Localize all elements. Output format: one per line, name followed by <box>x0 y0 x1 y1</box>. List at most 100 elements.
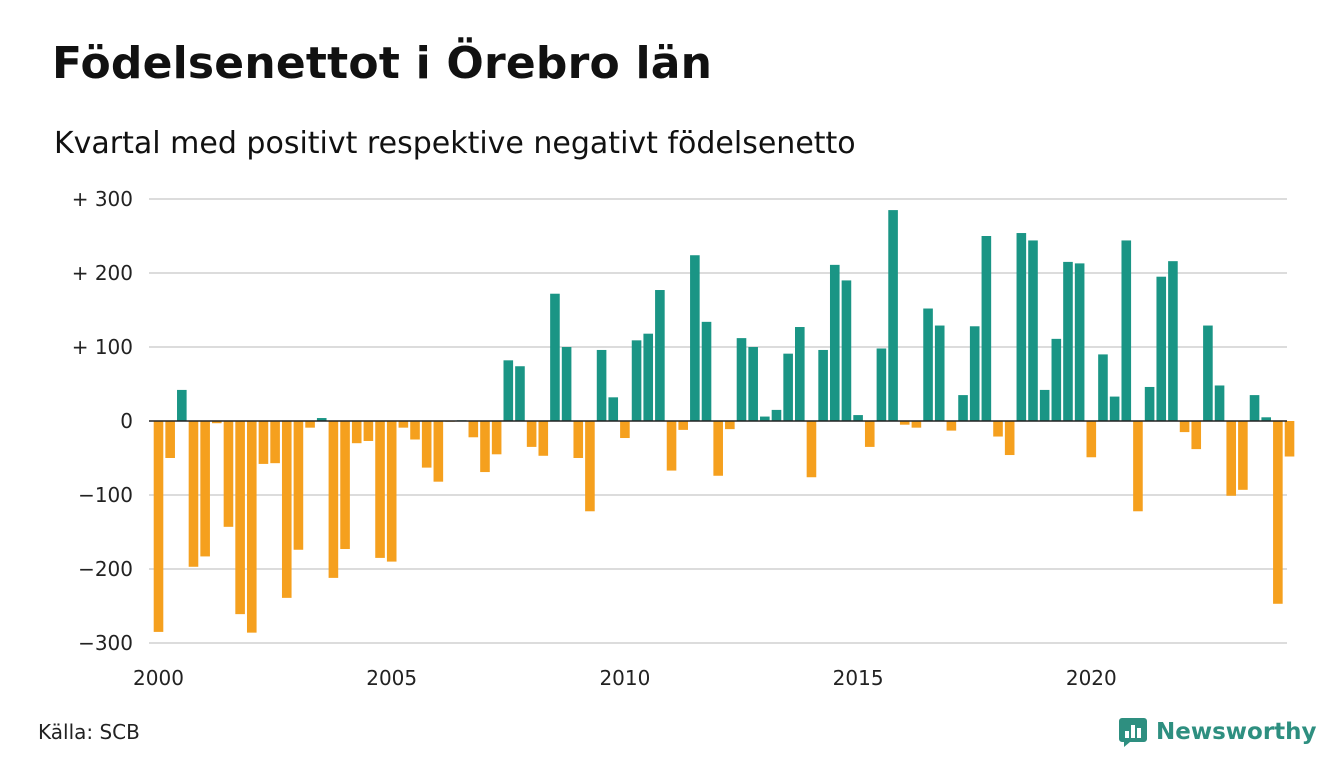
x-tick-label: 2010 <box>599 666 650 690</box>
bar <box>608 397 619 421</box>
bar <box>725 421 735 430</box>
bar <box>270 421 280 464</box>
source-note: Källa: SCB <box>38 720 140 744</box>
bar <box>235 421 245 615</box>
y-tick-label: −300 <box>78 631 133 655</box>
bar <box>363 421 374 441</box>
bar <box>864 421 875 447</box>
x-tick-label: 2000 <box>133 666 184 690</box>
bar <box>771 409 782 421</box>
bar <box>223 421 234 527</box>
bar <box>958 395 968 421</box>
bar <box>316 418 327 421</box>
bar <box>1098 354 1108 421</box>
bar <box>503 360 514 421</box>
bar <box>1179 421 1190 433</box>
bar <box>981 236 992 421</box>
bar <box>375 421 385 558</box>
bar <box>398 421 409 428</box>
bar <box>760 416 770 421</box>
bar <box>1284 421 1295 457</box>
bar <box>829 264 840 421</box>
bar <box>468 421 479 438</box>
chart-subtitle: Kvartal med positivt respektive negativt… <box>54 126 856 161</box>
bar <box>1261 417 1271 421</box>
bar <box>1004 421 1015 456</box>
y-tick-label: −100 <box>78 483 133 507</box>
bar <box>550 293 560 421</box>
bar <box>596 349 607 421</box>
bar <box>1028 240 1038 421</box>
bar <box>1191 421 1202 450</box>
bar <box>153 421 164 632</box>
bar <box>1156 276 1167 421</box>
bar <box>748 347 758 421</box>
bar <box>351 421 362 444</box>
bar <box>993 421 1003 437</box>
bar <box>1109 396 1120 421</box>
x-tick-label: 2005 <box>366 666 417 690</box>
bar <box>841 280 852 421</box>
bar <box>188 421 199 567</box>
bar <box>620 421 630 439</box>
bar <box>678 421 688 430</box>
brand-name: Newsworthy <box>1156 719 1317 745</box>
bar <box>258 421 269 464</box>
bar <box>783 353 793 421</box>
bar <box>1039 389 1050 421</box>
bar <box>1226 421 1237 496</box>
bar <box>293 421 304 550</box>
bar <box>1051 338 1062 421</box>
bar <box>200 421 210 557</box>
bar <box>911 421 922 428</box>
bar <box>585 421 595 512</box>
bar <box>655 290 665 421</box>
bar <box>1273 421 1283 604</box>
bar <box>1063 261 1073 421</box>
bar <box>795 327 805 421</box>
bar <box>526 421 537 447</box>
bar <box>969 326 980 421</box>
bar <box>643 333 654 421</box>
bar <box>713 421 723 476</box>
y-tick-label: + 300 <box>72 187 133 211</box>
bar <box>1214 385 1225 421</box>
bar <box>1016 233 1027 421</box>
bar <box>1168 261 1178 421</box>
x-tick-label: 2020 <box>1066 666 1117 690</box>
bar <box>177 389 187 421</box>
bar <box>410 421 420 440</box>
bar <box>573 421 584 458</box>
bar <box>421 421 432 468</box>
bar <box>806 421 817 478</box>
bar <box>561 347 572 421</box>
y-tick-label: + 100 <box>72 335 133 359</box>
bar <box>631 340 642 421</box>
bar <box>1238 421 1248 490</box>
bar <box>340 421 350 550</box>
bar <box>1121 240 1132 421</box>
bar <box>515 366 525 421</box>
bar <box>1133 421 1143 512</box>
bar <box>876 348 887 421</box>
bar <box>538 421 549 456</box>
bar <box>888 210 898 421</box>
bar <box>491 421 502 455</box>
gridlines <box>149 198 1287 644</box>
bar <box>165 421 175 458</box>
newsworthy-logo-icon <box>1119 718 1147 747</box>
bar <box>246 421 257 633</box>
bar <box>923 308 933 421</box>
bar <box>480 421 490 473</box>
bar <box>946 421 957 431</box>
bar <box>386 421 397 562</box>
bar <box>899 421 910 425</box>
bar <box>736 338 747 421</box>
brand-logo[interactable]: Newsworthy <box>1118 712 1317 752</box>
y-tick-label: + 200 <box>72 261 133 285</box>
bar <box>305 421 315 428</box>
bar <box>1249 395 1260 421</box>
bar <box>212 421 222 424</box>
y-tick-label: 0 <box>120 409 133 433</box>
